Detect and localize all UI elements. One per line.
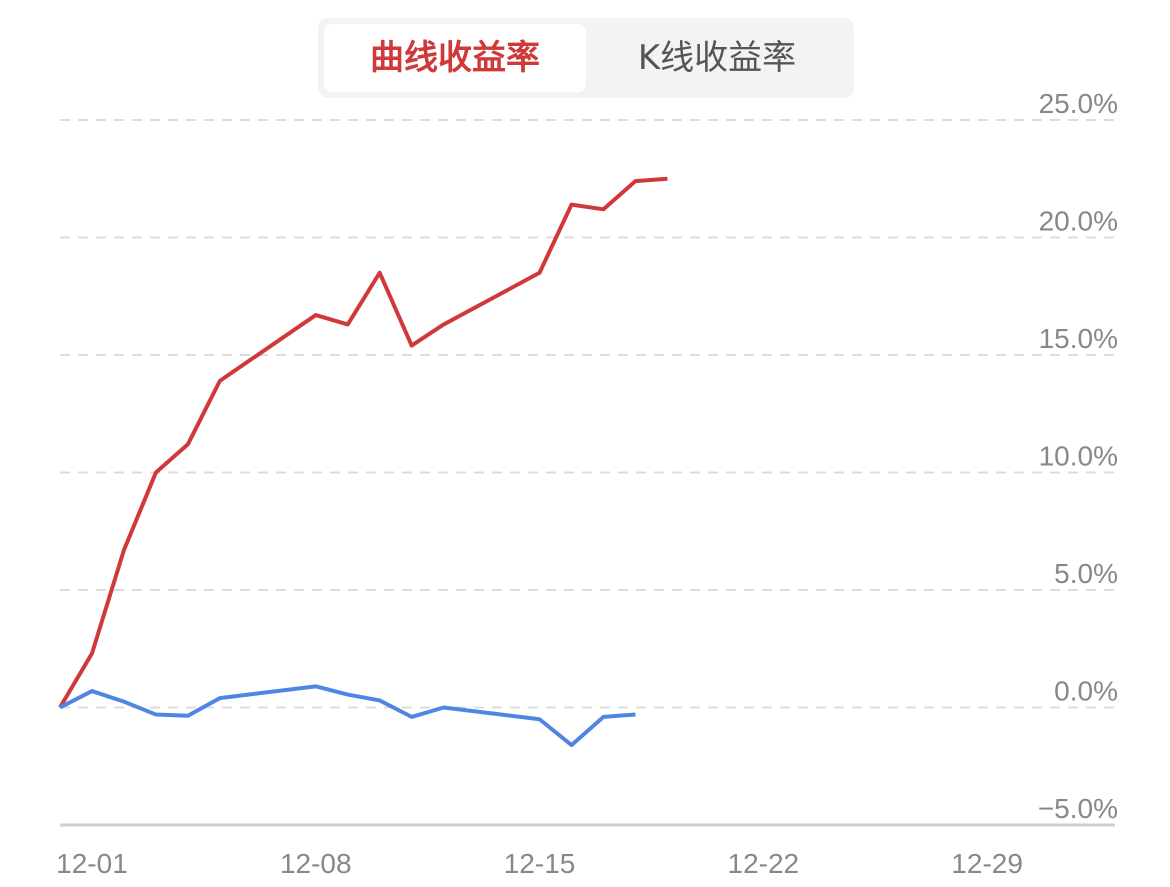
y-tick-label: 25.0% bbox=[1039, 88, 1118, 119]
y-tick-label: 15.0% bbox=[1039, 323, 1118, 354]
y-tick-label: 20.0% bbox=[1039, 206, 1118, 237]
x-tick-label: 12-22 bbox=[728, 848, 800, 879]
tab[interactable]: 曲线收益率 bbox=[324, 24, 586, 92]
x-tick-label: 12-01 bbox=[56, 848, 128, 879]
x-tick-label: 12-15 bbox=[504, 848, 576, 879]
x-tick-label: 12-08 bbox=[280, 848, 352, 879]
tab-bar: 曲线收益率 K线收益率 bbox=[318, 18, 854, 98]
tab[interactable]: K线收益率 bbox=[637, 38, 797, 78]
x-tick-label: 12-29 bbox=[951, 848, 1023, 879]
series-line bbox=[59, 684, 636, 748]
y-tick-label: 5.0% bbox=[1054, 558, 1118, 589]
y-tick-label: −5.0% bbox=[1038, 793, 1118, 824]
y-tick-label: 0.0% bbox=[1054, 676, 1118, 707]
series-line bbox=[58, 176, 668, 709]
y-tick-label: 10.0% bbox=[1039, 441, 1118, 472]
